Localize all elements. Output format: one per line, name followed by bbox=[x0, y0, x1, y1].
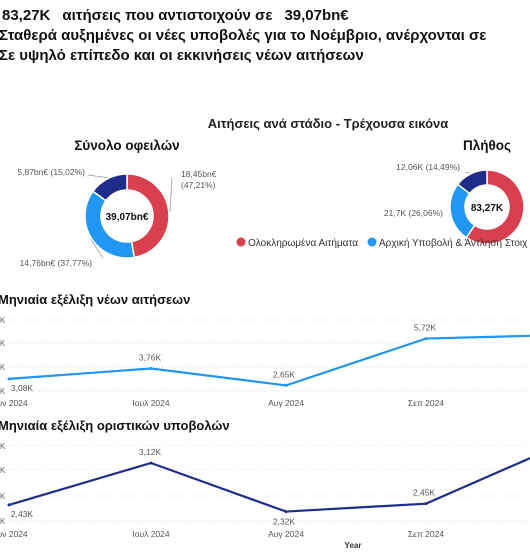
line-2-title: Μηνιαία εξέλιξη οριστικών υποβολών bbox=[0, 418, 230, 433]
headline-line-2: Σταθερά αυξημένες οι νέες υποβολές για τ… bbox=[0, 27, 487, 44]
slice-label-value: 5,87bn€ bbox=[17, 167, 48, 177]
slice-label: 21,7K (26,06%) bbox=[384, 208, 443, 218]
y-tick-label: K bbox=[0, 492, 6, 501]
legend-marker-initial bbox=[367, 237, 377, 247]
donut-center-label: 83,27K bbox=[471, 203, 504, 214]
slice-label-value: 18,45bn€ bbox=[181, 169, 217, 179]
slice-label-pct: (47,21%) bbox=[181, 180, 216, 190]
legend-label-initial: Αρχική Υποβολή & Άντληση Στοιχ bbox=[379, 237, 528, 249]
x-tick-label: Ιουλ 2024 bbox=[132, 529, 170, 539]
slice-label-pct: (26,06%) bbox=[409, 208, 444, 218]
leader-line bbox=[90, 238, 104, 259]
leader-line bbox=[169, 177, 173, 213]
data-label: 3,12K bbox=[139, 447, 162, 457]
y-tick-label: K bbox=[0, 316, 6, 325]
headline: 83,27K αιτήσεις που αντιστοιχούν σε 39,07b… bbox=[0, 6, 530, 66]
x-tick-label: Ιουν 2024 bbox=[0, 398, 28, 408]
slice-label-pct: (15,02%) bbox=[51, 167, 86, 177]
data-point bbox=[149, 461, 153, 465]
donut-legend: Ολοκληρωμένα Αιτήματα Αρχική Υποβολή & Ά… bbox=[236, 237, 528, 249]
slice-label: 12,06K (14,49%) bbox=[396, 162, 460, 172]
data-point bbox=[284, 510, 288, 514]
legend-label-completed: Ολοκληρωμένα Αιτήματα bbox=[248, 237, 358, 249]
headline-line-3: Σε υψηλό επίπεδο και οι εκκινήσεις νέων … bbox=[0, 47, 364, 64]
slice-label-value: 14,76bn€ bbox=[20, 258, 56, 268]
data-point bbox=[424, 502, 428, 506]
data-point bbox=[424, 337, 428, 341]
x-tick-label: Σεπ 2024 bbox=[408, 398, 444, 408]
donut-1-title: Σύνολο οφειλών bbox=[74, 138, 179, 153]
y-tick-label: K bbox=[0, 442, 6, 451]
y-tick-label: K bbox=[0, 466, 6, 475]
headline-line-1: 83,27K αιτήσεις που αντιστοιχούν σε 39,07b… bbox=[2, 6, 530, 26]
section-title: Αιτήσεις ανά στάδιο - Τρέχουσα εικόνα bbox=[208, 116, 449, 131]
headline-count: 83,27K bbox=[2, 7, 51, 24]
legend-marker-completed bbox=[236, 237, 246, 247]
y-tick-label: K bbox=[0, 517, 6, 526]
data-label: 3,08K bbox=[11, 383, 34, 393]
donut-2: 21,7K (26,06%) 12,06K (14,49%) 83,27K bbox=[384, 162, 525, 245]
donut-slice bbox=[126, 173, 170, 259]
slice-label-pct: (37,77%) bbox=[58, 258, 93, 268]
donut-2-title: Πλήθος bbox=[463, 138, 511, 153]
data-label: 2,45K bbox=[413, 488, 436, 498]
leader-line bbox=[87, 174, 108, 179]
x-tick-label: Σεπ 2024 bbox=[408, 529, 444, 539]
data-point bbox=[7, 377, 11, 381]
slice-label: 18,45bn€ (47,21%) bbox=[181, 169, 217, 190]
y-tick-label: K bbox=[0, 387, 6, 396]
data-point bbox=[7, 503, 11, 507]
x-tick-label: Ιουν 2024 bbox=[0, 529, 28, 539]
line-chart-2: K K K K 2,43K Ιουν 2024 3,12K Ιουλ 2024 2,32K Αυγ… bbox=[0, 442, 530, 539]
line-1-title: Μηνιαία εξέλιξη νέων αιτήσεων bbox=[0, 292, 190, 307]
slice-label-value: 21,7K bbox=[384, 208, 407, 218]
donut-slice bbox=[465, 169, 525, 245]
donut-slice bbox=[84, 190, 136, 259]
line-2-xlabel: Year bbox=[345, 541, 362, 550]
x-tick-label: Αυγ 2024 bbox=[268, 529, 304, 539]
donut-slice bbox=[456, 169, 488, 195]
slice-label-pct: (14,49%) bbox=[426, 162, 461, 172]
donut-center-label: 39,07bn€ bbox=[106, 212, 149, 223]
y-tick-label: K bbox=[0, 363, 6, 372]
series-line bbox=[8, 457, 530, 513]
x-tick-label: Αυγ 2024 bbox=[268, 398, 304, 408]
data-label: 3,76K bbox=[139, 352, 162, 362]
slice-label-value: 12,06K bbox=[396, 162, 423, 172]
donut-slice bbox=[91, 173, 128, 202]
y-tick-label: K bbox=[0, 339, 6, 348]
leader-line bbox=[464, 171, 471, 174]
data-label: 2,32K bbox=[273, 517, 296, 527]
data-label: 5,72K bbox=[414, 323, 437, 333]
x-tick-label: Ιουλ 2024 bbox=[132, 398, 170, 408]
line-chart-1: K K K K 3,08K Ιουν 2024 3,76K Ιουλ 2024 2,65K Αυγ… bbox=[0, 316, 530, 408]
data-point bbox=[284, 383, 288, 387]
slice-label: 5,87bn€ (15,02%) bbox=[17, 167, 85, 177]
headline-amount: 39,07bn€ bbox=[284, 7, 349, 24]
headline-text: αιτήσεις που αντιστοιχούν σε bbox=[62, 7, 273, 24]
data-point bbox=[149, 366, 153, 370]
data-label: 2,43K bbox=[11, 509, 34, 519]
data-label: 2,65K bbox=[273, 369, 296, 379]
slice-label: 14,76bn€ (37,77%) bbox=[20, 258, 92, 268]
donut-1: 18,45bn€ (47,21%) 14,76bn€ (37,77%) 5,87bn€… bbox=[17, 167, 216, 268]
